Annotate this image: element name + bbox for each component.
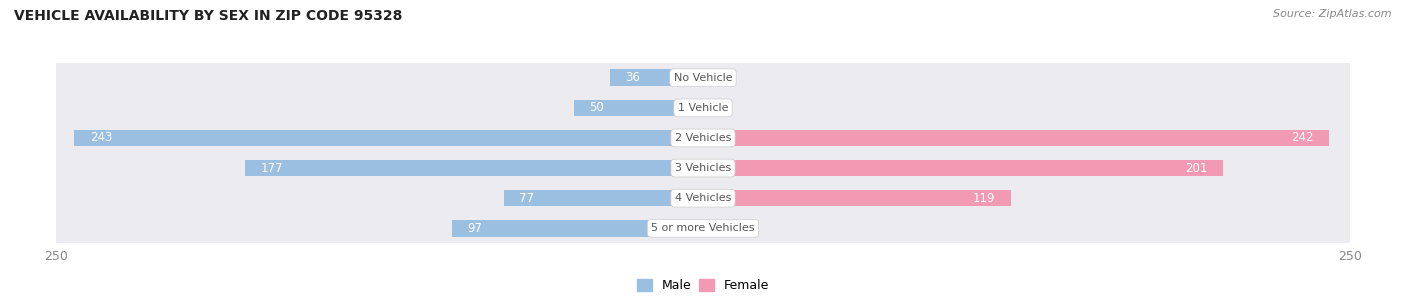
Text: 243: 243 xyxy=(90,132,112,144)
Text: Source: ZipAtlas.com: Source: ZipAtlas.com xyxy=(1274,9,1392,19)
Text: 0: 0 xyxy=(713,71,721,84)
Text: 4 Vehicles: 4 Vehicles xyxy=(675,193,731,203)
Bar xyxy=(56,63,1350,93)
Text: 1 Vehicle: 1 Vehicle xyxy=(678,103,728,113)
Text: 3 Vehicles: 3 Vehicles xyxy=(675,163,731,173)
Text: 36: 36 xyxy=(626,71,640,84)
Bar xyxy=(75,130,703,146)
Bar xyxy=(703,99,711,116)
Bar xyxy=(703,160,1223,176)
Bar xyxy=(245,160,703,176)
Text: 0: 0 xyxy=(713,222,721,235)
Bar xyxy=(610,69,703,86)
Text: 242: 242 xyxy=(1291,132,1313,144)
Text: VEHICLE AVAILABILITY BY SEX IN ZIP CODE 95328: VEHICLE AVAILABILITY BY SEX IN ZIP CODE … xyxy=(14,9,402,23)
Bar xyxy=(503,190,703,207)
Text: 177: 177 xyxy=(260,162,283,174)
Text: 5 or more Vehicles: 5 or more Vehicles xyxy=(651,223,755,233)
Text: 77: 77 xyxy=(519,192,534,205)
Bar xyxy=(56,183,1350,213)
Bar xyxy=(703,190,1011,207)
Text: 201: 201 xyxy=(1185,162,1208,174)
Text: 3: 3 xyxy=(721,101,728,114)
Text: 97: 97 xyxy=(468,222,482,235)
Text: No Vehicle: No Vehicle xyxy=(673,73,733,83)
Bar xyxy=(703,130,1329,146)
Bar xyxy=(574,99,703,116)
Bar xyxy=(56,213,1350,243)
Bar xyxy=(56,153,1350,183)
Bar xyxy=(56,123,1350,153)
Text: 2 Vehicles: 2 Vehicles xyxy=(675,133,731,143)
Text: 50: 50 xyxy=(589,101,605,114)
Legend: Male, Female: Male, Female xyxy=(631,274,775,297)
Bar xyxy=(56,93,1350,123)
Bar xyxy=(453,220,703,237)
Text: 119: 119 xyxy=(973,192,995,205)
